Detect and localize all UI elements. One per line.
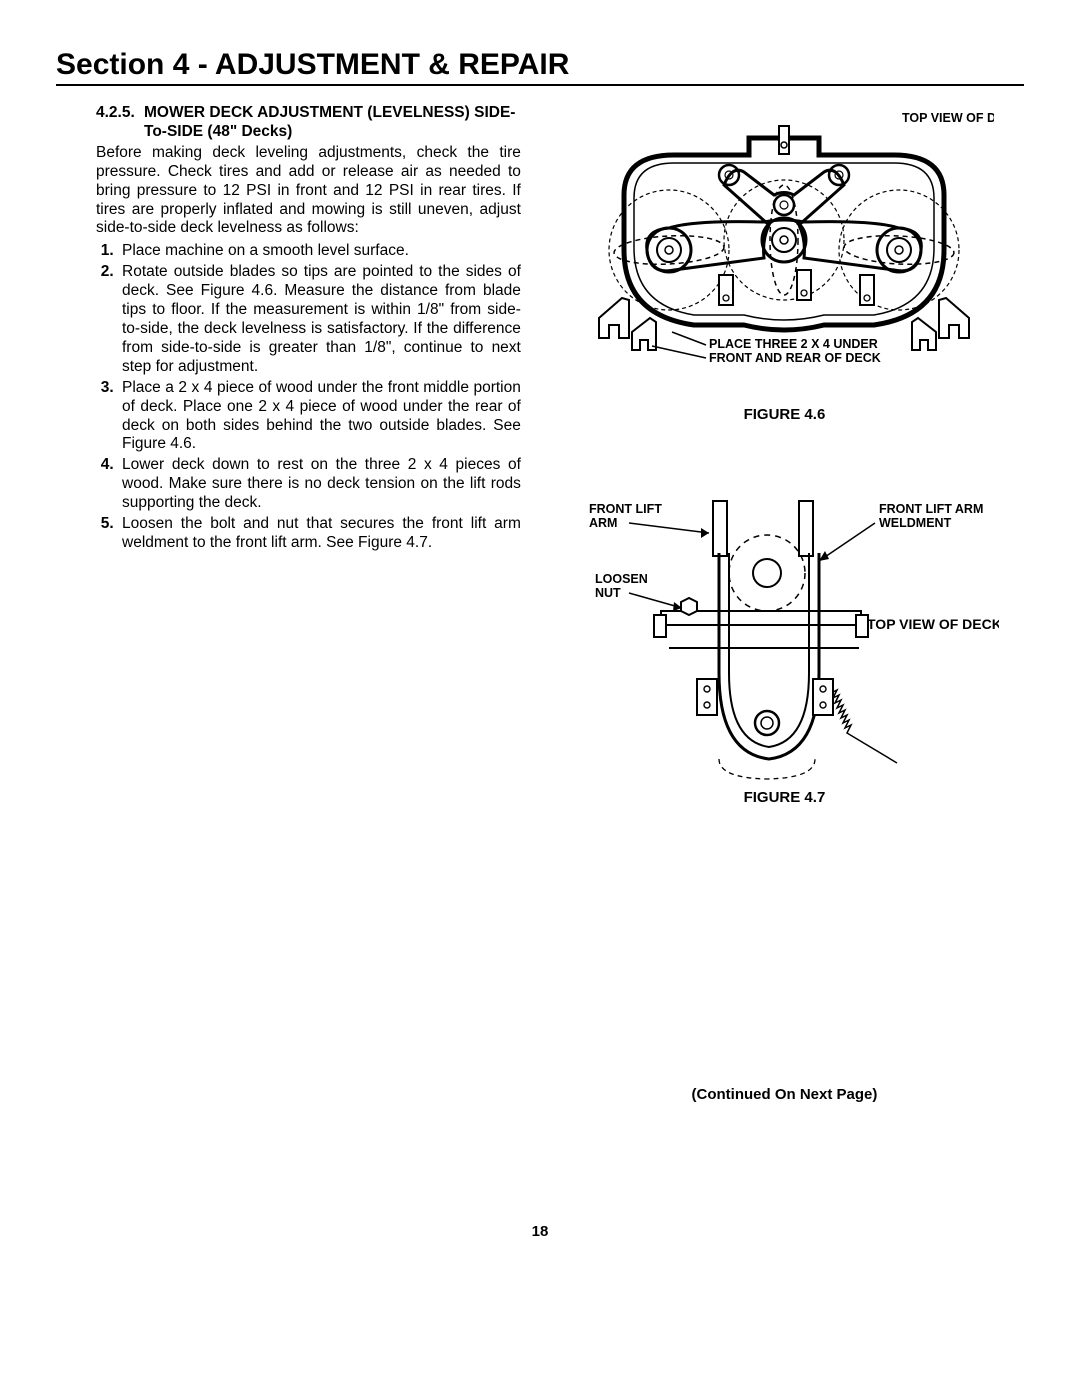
label-weldment-2: WELDMENT xyxy=(879,516,952,530)
text-column: 4.2.5. MOWER DECK ADJUSTMENT (LEVELNESS)… xyxy=(56,100,521,1103)
label-top-view: TOP VIEW OF DECK xyxy=(867,616,999,632)
step-item: Place machine on a smooth level surface. xyxy=(118,242,521,261)
fig46-note-line1: PLACE THREE 2 X 4 UNDER xyxy=(709,337,878,351)
label-loosen-1: LOOSEN xyxy=(595,572,648,586)
figures-column: TOP VIEW OF DECK xyxy=(545,100,1024,1103)
figure-4-6-caption: FIGURE 4.6 xyxy=(744,406,826,423)
continued-note: (Continued On Next Page) xyxy=(545,1086,1024,1103)
page-number: 18 xyxy=(56,1223,1024,1240)
figure-4-7-caption: FIGURE 4.7 xyxy=(744,789,826,806)
step-item: Rotate outside blades so tips are pointe… xyxy=(118,263,521,376)
label-weldment-1: FRONT LIFT ARM xyxy=(879,502,983,516)
step-item: Loosen the bolt and nut that secures the… xyxy=(118,515,521,553)
label-front-lift-arm-1: FRONT LIFT xyxy=(589,502,662,516)
subsection-title: MOWER DECK ADJUSTMENT (LEVELNESS) SIDE-T… xyxy=(144,104,521,142)
fig46-note-line2: FRONT AND REAR OF DECK xyxy=(709,351,881,365)
subsection-heading: 4.2.5. MOWER DECK ADJUSTMENT (LEVELNESS)… xyxy=(96,104,521,142)
label-front-lift-arm-2: ARM xyxy=(589,516,617,530)
figure-4-7-svg: FRONT LIFT ARM FRONT LIFT ARM WELDMENT L… xyxy=(569,493,999,783)
fig46-title: TOP VIEW OF DECK xyxy=(902,111,994,125)
intro-paragraph: Before making deck leveling adjustments,… xyxy=(96,144,521,239)
subsection-number: 4.2.5. xyxy=(96,104,144,142)
figure-4-6-svg: TOP VIEW OF DECK xyxy=(574,100,994,400)
section-title: Section 4 - ADJUSTMENT & REPAIR xyxy=(56,48,1024,86)
step-item: Place a 2 x 4 piece of wood under the fr… xyxy=(118,379,521,455)
step-item: Lower deck down to rest on the three 2 x… xyxy=(118,456,521,513)
label-loosen-2: NUT xyxy=(595,586,621,600)
steps-list: Place machine on a smooth level surface.… xyxy=(96,242,521,553)
